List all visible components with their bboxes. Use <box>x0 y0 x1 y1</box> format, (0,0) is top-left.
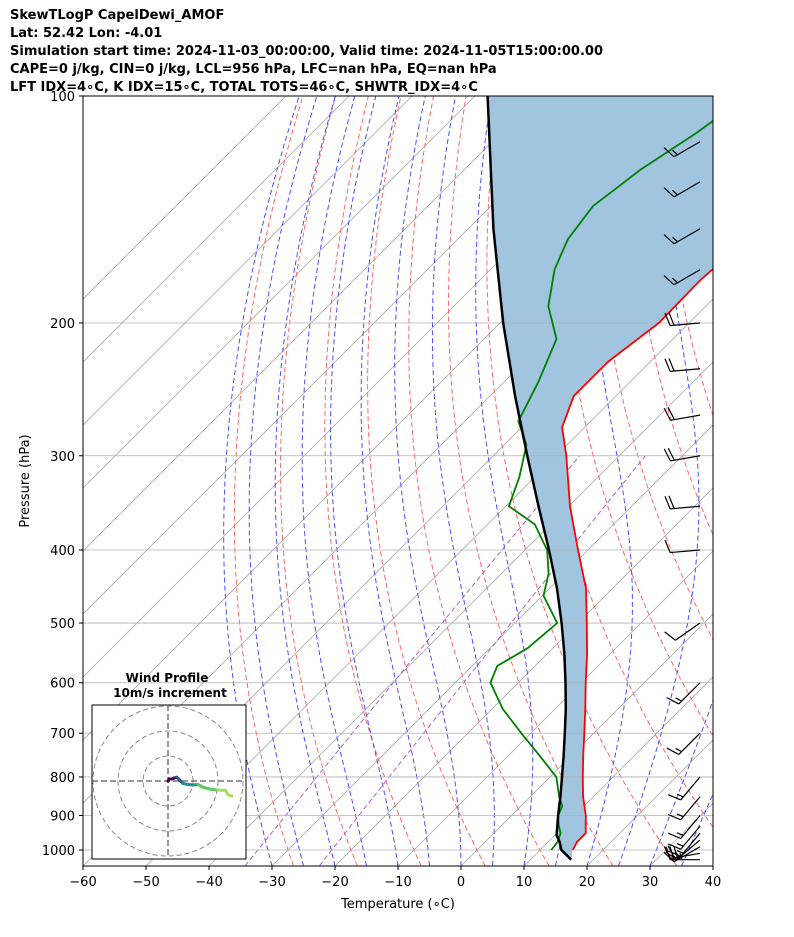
moist-adiabat-line <box>330 96 399 866</box>
isotherm-line <box>334 487 713 866</box>
wind-barb <box>664 312 701 327</box>
wind-barb <box>663 228 701 245</box>
isotherm-line <box>145 298 713 866</box>
moist-adiabat-line <box>360 96 430 866</box>
wind-barb <box>664 358 701 372</box>
mixing-ratio-line <box>244 455 580 866</box>
isotherm-line <box>523 676 713 866</box>
moist-adiabat-line <box>586 96 633 866</box>
dry-adiabat-line <box>280 96 358 866</box>
wind-barb <box>667 825 701 850</box>
isotherm-line <box>83 96 287 300</box>
isotherm-line <box>83 96 476 489</box>
wind-barb <box>667 796 701 821</box>
dry-adiabat-line <box>367 96 486 866</box>
x-tick-label: 10 <box>516 875 533 890</box>
moist-adiabat-line <box>712 864 713 866</box>
y-tick-label: 400 <box>50 544 75 559</box>
isotherm-line <box>397 550 713 866</box>
x-tick-label: 40 <box>705 875 722 890</box>
moist-adiabat-line <box>274 96 336 866</box>
y-tick-label: 100 <box>50 90 75 105</box>
x-tick-label: 20 <box>579 875 596 890</box>
temperature-profile-line <box>561 267 713 851</box>
dry-adiabat-line <box>727 96 794 866</box>
wind-barb <box>664 539 701 554</box>
y-tick-label: 200 <box>50 317 75 332</box>
wind-barb <box>664 622 701 641</box>
axes: −60 −50 −40 −30 −20 −10 0 10 20 30 40 100 200 300 400 5… <box>42 90 721 890</box>
hodograph-subtitle: 10m/s increment <box>113 686 227 700</box>
wind-barb <box>663 269 701 286</box>
wind-barb <box>666 682 701 705</box>
wind-barb <box>667 832 701 857</box>
dry-adiabat-line <box>594 96 713 641</box>
dry-adiabat-line <box>233 96 304 866</box>
y-tick-label: 300 <box>50 450 75 465</box>
title-line-2: Lat: 52.42 Lon: -4.01 <box>10 26 163 41</box>
moist-adiabat-line <box>431 96 495 866</box>
y-tick-label: 1000 <box>42 844 75 859</box>
x-tick-label: −60 <box>69 875 96 890</box>
moist-adiabat-line <box>649 698 713 866</box>
dry-adiabat-line <box>447 96 614 866</box>
title-line-3: Simulation start time: 2024-11-03_00:00:… <box>10 44 603 59</box>
isotherm-line <box>271 424 713 866</box>
x-axis-label: Temperature (∘C) <box>340 897 455 912</box>
x-tick-label: 0 <box>457 875 465 890</box>
cape-shading <box>487 96 713 860</box>
x-tick-label: 30 <box>642 875 659 890</box>
dry-adiabat-line <box>408 96 550 866</box>
sounding-profiles <box>486 96 713 861</box>
hodograph-title: Wind Profile <box>126 671 209 685</box>
dry-adiabat-line <box>661 96 713 418</box>
isotherm-line <box>83 96 350 363</box>
wind-barb <box>663 407 701 421</box>
dry-adiabat-line <box>760 96 794 866</box>
moist-adiabat-line <box>248 96 318 866</box>
y-tick-label: 800 <box>50 771 75 786</box>
wind-barb <box>663 447 701 462</box>
y-axis-label: Pressure (hPa) <box>18 434 33 527</box>
isotherm-line <box>83 96 539 552</box>
y-tick-label: 500 <box>50 617 75 632</box>
x-tick-label: −30 <box>258 875 285 890</box>
isotherm-line <box>460 613 713 866</box>
title-line-4: CAPE=0 j/kg, CIN=0 j/kg, LCL=956 hPa, LF… <box>10 62 497 77</box>
isotherm-line <box>83 96 413 426</box>
y-tick-label: 900 <box>50 810 75 825</box>
hodograph-trace <box>226 793 234 798</box>
pressure-grid <box>83 96 713 851</box>
isotherm-line <box>83 96 602 615</box>
title-line-1: SkewTLogP CapelDewi_AMOF <box>10 8 225 23</box>
dewpoint-profile-line <box>489 119 713 851</box>
x-tick-label: −10 <box>384 875 411 890</box>
wind-barb <box>667 776 701 801</box>
x-tick-label: −40 <box>195 875 222 890</box>
parcel-profile-line <box>486 96 573 861</box>
wind-barb <box>663 141 701 158</box>
wind-barb <box>666 732 701 755</box>
x-tick-label: −50 <box>132 875 159 890</box>
x-tick-label: −20 <box>321 875 348 890</box>
dry-adiabat-line <box>559 96 713 737</box>
wind-barb <box>663 181 701 198</box>
y-tick-label: 700 <box>50 727 75 742</box>
moist-adiabat-line <box>301 96 367 866</box>
moist-adiabat-line <box>223 96 300 866</box>
dry-adiabat-line <box>324 96 422 866</box>
moist-adiabat-line <box>618 96 700 866</box>
wind-barb <box>664 495 701 510</box>
moist-adiabat-line <box>681 792 713 866</box>
isotherm-line <box>712 865 713 866</box>
hodograph-inset: Wind Profile 10m/s increment <box>91 671 247 860</box>
title-line-5: LFT IDX=4∘C, K IDX=15∘C, TOTAL TOTS=46∘C… <box>10 80 478 95</box>
y-tick-label: 600 <box>50 677 75 692</box>
chart-title-block: SkewTLogP CapelDewi_AMOF Lat: 52.42 Lon:… <box>10 7 603 97</box>
wind-barb <box>667 815 701 840</box>
wind-barbs <box>663 141 701 863</box>
moist-adiabat-line <box>394 96 462 866</box>
